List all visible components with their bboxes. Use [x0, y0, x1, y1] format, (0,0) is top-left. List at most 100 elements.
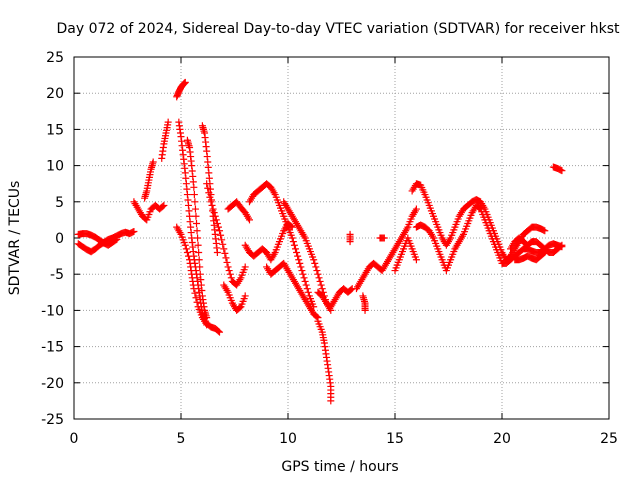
y-tick-label: 25 [46, 50, 64, 66]
data-point [194, 234, 202, 242]
data-point [236, 304, 244, 312]
data-point [217, 231, 225, 239]
data-point [183, 248, 191, 256]
plot-frame [73, 56, 610, 420]
data-point [160, 201, 168, 209]
data-point [541, 227, 549, 235]
data-point [203, 321, 211, 329]
data-series-arc-s [314, 285, 356, 311]
data-point [207, 198, 215, 206]
data-point [190, 285, 198, 293]
data-series-arc-z [412, 201, 566, 275]
data-point [291, 245, 299, 253]
data-point [112, 236, 120, 244]
y-tick-label: 20 [46, 86, 64, 102]
x-tick-label: 10 [279, 431, 297, 447]
data-point [213, 248, 221, 256]
data-series-arc-o [241, 220, 296, 264]
data-point [317, 281, 325, 289]
data-point [219, 240, 227, 248]
data-point [195, 248, 203, 256]
data-point [113, 235, 121, 243]
data-point [190, 191, 198, 199]
data-point [192, 294, 200, 302]
y-tick-labels: -25 -20 -15 -10 -5 0 5 10 15 20 25 [41, 50, 64, 428]
data-point [304, 288, 312, 296]
data-point [193, 298, 201, 306]
data-series-arc-m [224, 198, 253, 224]
data-point [149, 158, 157, 166]
data-series-arc-c [130, 198, 168, 224]
data-point [195, 256, 203, 264]
data-series-arc-aa [507, 234, 566, 256]
data-series-arc-ac [549, 163, 566, 175]
data-point [412, 256, 420, 264]
data-series-arc-j [198, 122, 221, 256]
data-point [221, 249, 229, 257]
data-point [311, 259, 319, 267]
data-series-arc-k [203, 180, 249, 289]
data-series-arc-h [173, 223, 211, 329]
data-point [288, 223, 296, 231]
x-tick-labels: 0 5 10 15 20 25 [70, 431, 618, 447]
data-point [209, 205, 217, 213]
data-point [159, 202, 167, 210]
data-point [346, 238, 354, 246]
data-series-arc-i [183, 136, 211, 322]
data-point [227, 274, 235, 282]
data-point [216, 227, 224, 235]
data-series-arc-v [359, 292, 369, 314]
data-point [318, 285, 326, 293]
x-tick-label: 5 [177, 431, 186, 447]
data-point [206, 193, 214, 201]
data-point [245, 216, 253, 224]
data-series-arc-f [173, 78, 189, 101]
x-tick-label: 15 [386, 431, 404, 447]
data-point [191, 289, 199, 297]
data-point [214, 223, 222, 231]
data-point [300, 274, 308, 282]
data-point [327, 397, 335, 405]
data-point [288, 234, 296, 242]
data-points [74, 78, 566, 405]
data-point [302, 281, 310, 289]
data-series-arc-u [352, 205, 420, 293]
data-series-arc-t [346, 230, 354, 246]
data-point [299, 270, 307, 278]
data-point [313, 313, 321, 321]
data-series-arc-p [263, 259, 322, 322]
y-tick-label: -25 [41, 412, 64, 428]
data-series-arc-ab [511, 248, 549, 264]
data-point [298, 267, 306, 275]
data-point [314, 270, 322, 278]
data-series-arc-d [141, 158, 157, 202]
data-point [205, 189, 213, 197]
data-point [220, 245, 228, 253]
data-point [296, 259, 304, 267]
data-series-arc-l [220, 281, 249, 314]
data-point [191, 198, 199, 206]
data-point [194, 241, 202, 249]
data-point [241, 292, 249, 300]
x-axis-label: GPS time / hours [281, 459, 398, 475]
data-point [303, 285, 311, 293]
x-tick-label: 25 [600, 431, 618, 447]
data-point [225, 267, 233, 275]
data-point [223, 258, 231, 266]
data-point [558, 241, 566, 249]
data-point [164, 118, 172, 126]
data-point [214, 327, 222, 335]
data-point [210, 209, 218, 217]
data-point [196, 263, 204, 271]
data-series-arc-e [158, 118, 172, 162]
data-series-arc-r [314, 317, 335, 405]
data-point [310, 256, 318, 264]
data-point [289, 238, 297, 246]
y-tick-label: 5 [55, 195, 64, 211]
data-point [204, 184, 212, 192]
data-point [184, 252, 192, 260]
data-point [226, 270, 234, 278]
data-point [380, 234, 388, 242]
axis-ticks [73, 56, 610, 420]
